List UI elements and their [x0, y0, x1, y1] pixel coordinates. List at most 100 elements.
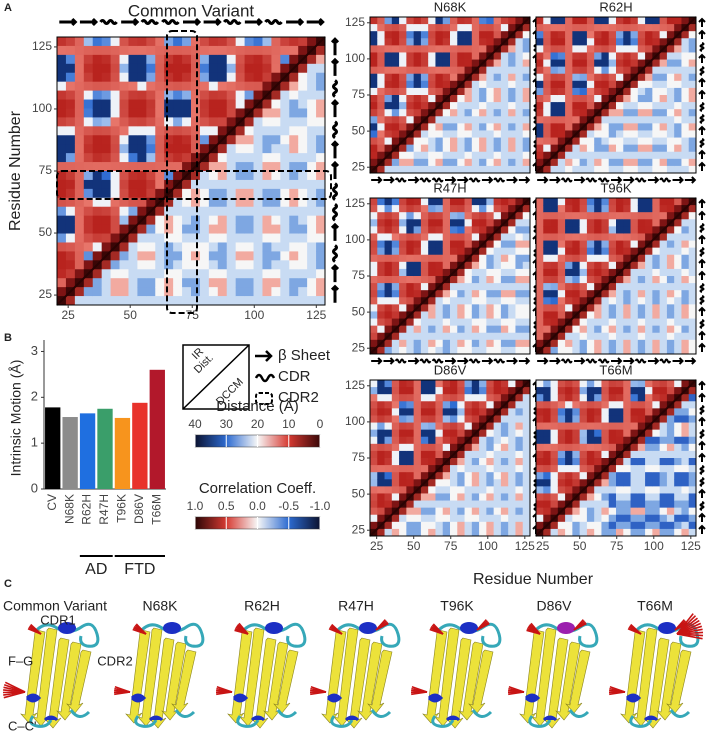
heatmap-cell — [515, 261, 524, 270]
heatmap-cell — [515, 415, 524, 423]
heatmap-cell — [572, 472, 581, 480]
heatmap-cell — [435, 521, 444, 530]
heatmap-cell — [565, 465, 573, 473]
heatmap-cell — [645, 346, 653, 355]
heatmap-cell — [420, 73, 429, 82]
heatmap-cell — [681, 66, 690, 75]
heatmap-cell — [623, 514, 631, 523]
heatmap-cell — [493, 95, 502, 103]
heatmap-cell — [271, 37, 281, 47]
heatmap-cell — [110, 188, 120, 199]
heatmap-cell — [457, 325, 465, 334]
heatmap-cell — [435, 205, 444, 213]
heatmap-cell — [688, 95, 697, 103]
heatmap-cell — [557, 339, 566, 348]
heatmap-cell — [681, 304, 690, 312]
heatmap-cell — [572, 528, 581, 537]
heatmap-cell — [450, 66, 458, 75]
heatmap-cell — [479, 325, 487, 334]
heatmap-cell — [508, 219, 516, 227]
heatmap-cell — [550, 276, 559, 284]
heatmap-cell — [199, 215, 210, 225]
heatmap-cell — [464, 332, 473, 341]
heatmap-cell — [280, 81, 290, 91]
heatmap-cell — [536, 283, 544, 291]
heatmap-cell — [101, 72, 111, 83]
heatmap-cell — [65, 117, 76, 127]
heatmap-cell — [128, 117, 138, 127]
heatmap-cell — [493, 290, 502, 298]
heatmap-cell — [645, 52, 653, 60]
heatmap-cell — [464, 38, 473, 46]
heatmap-cell — [637, 80, 646, 89]
heatmap-cell — [486, 290, 495, 298]
heatmap-cell — [457, 254, 465, 263]
heatmap-cell — [608, 465, 617, 473]
heatmap-cell — [406, 318, 415, 327]
heatmap-cell — [479, 87, 487, 96]
heatmap-cell — [522, 254, 531, 263]
heatmap-cell — [217, 269, 228, 279]
heatmap-cell — [406, 151, 415, 160]
heatmap-cell — [199, 296, 210, 306]
heatmap-cell — [399, 109, 407, 117]
heatmap-cell — [182, 278, 192, 288]
heatmap-cell — [623, 528, 631, 537]
heatmap-cell — [659, 394, 668, 402]
heatmap-cell — [128, 233, 138, 243]
heatmap-cell — [155, 188, 165, 199]
heatmap-cell — [500, 436, 509, 445]
heatmap-cell — [244, 296, 254, 306]
heatmap-cell — [572, 394, 581, 402]
heatmap-cell — [428, 415, 436, 423]
heatmap-cell — [688, 507, 697, 516]
heatmap-cell — [384, 66, 393, 75]
heatmap-cell — [377, 45, 385, 53]
heatmap-cell — [65, 162, 76, 172]
heatmap-cell — [666, 429, 675, 438]
heatmap-cell — [191, 269, 201, 279]
y-tick-label: 75 — [352, 87, 366, 101]
beta-strand — [251, 637, 277, 729]
heatmap-cell — [399, 59, 407, 68]
heatmap-cell — [616, 528, 624, 537]
heatmap-cell — [601, 339, 610, 348]
heatmap-cell — [280, 90, 290, 100]
heatmap-cell — [413, 38, 422, 46]
heatmap-cell — [666, 450, 675, 459]
loop — [629, 709, 691, 728]
heatmap-cell — [399, 226, 407, 234]
heatmap-cell — [420, 514, 429, 523]
motion-vector — [508, 685, 525, 693]
heatmap-cell — [536, 380, 544, 388]
heatmap-cell — [471, 422, 480, 431]
heatmap-cell — [217, 251, 228, 261]
loop — [240, 622, 307, 648]
heatmap-cell — [645, 45, 653, 53]
heatmap-cell — [688, 123, 697, 131]
heatmap-cell — [543, 283, 551, 291]
heatmap-cell — [486, 493, 495, 501]
heatmap-cell — [659, 276, 668, 284]
heatmap-cell — [65, 153, 76, 163]
heatmap-cell — [226, 179, 237, 190]
heatmap-cell — [428, 268, 436, 277]
heatmap-cell — [450, 429, 458, 438]
heatmap-cell — [182, 126, 192, 136]
heatmap-cell — [435, 24, 444, 32]
heatmap-cell — [226, 269, 237, 279]
heatmap-cell — [522, 80, 531, 89]
heatmap-cell — [579, 151, 588, 160]
secondary-structure — [330, 99, 340, 118]
heatmap-cell — [370, 486, 378, 494]
heatmap-cell — [601, 59, 610, 68]
heatmap-cell — [370, 268, 378, 277]
heatmap-cell — [253, 90, 263, 100]
secondary-structure — [611, 176, 623, 184]
heatmap-cell — [536, 45, 544, 53]
heatmap-cell — [515, 325, 524, 334]
heatmap-cell — [289, 278, 299, 288]
heatmap-cell — [688, 387, 697, 395]
bar — [79, 413, 96, 489]
heatmap-cell — [384, 268, 393, 277]
